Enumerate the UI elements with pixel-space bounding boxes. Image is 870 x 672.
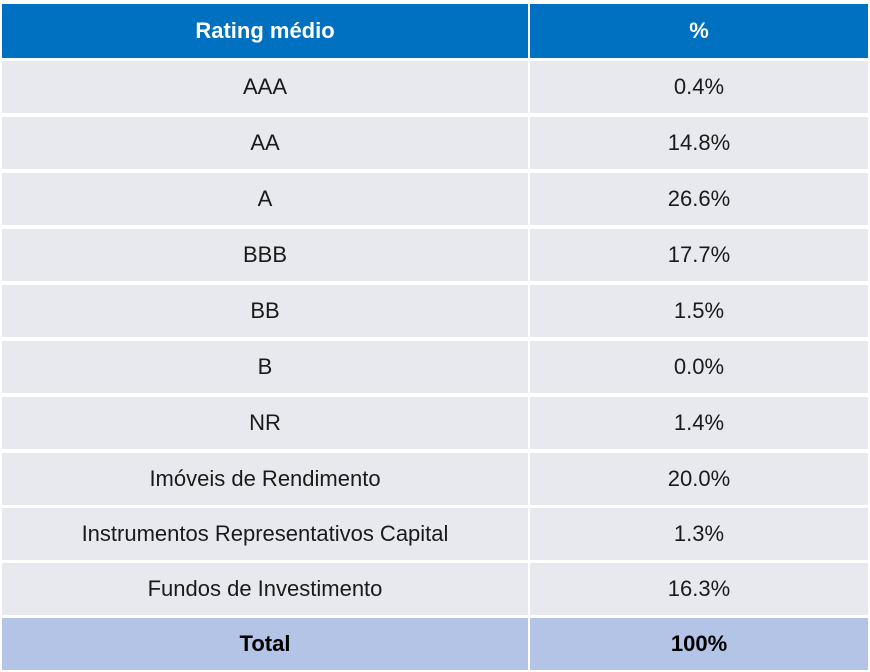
percent-cell: 16.3% (530, 563, 868, 615)
header-percent: % (530, 4, 868, 58)
rating-cell: Fundos de Investimento (2, 563, 530, 615)
percent-cell: 17.7% (530, 229, 868, 281)
percent-cell: 1.3% (530, 508, 868, 560)
rating-cell: AA (2, 117, 530, 169)
table-row: AA 14.8% (0, 117, 870, 169)
rating-cell: AAA (2, 61, 530, 113)
rating-cell: A (2, 173, 530, 225)
total-label: Total (2, 618, 530, 670)
table-row: Fundos de Investimento 16.3% (0, 563, 870, 615)
percent-cell: 14.8% (530, 117, 868, 169)
percent-cell: 0.0% (530, 341, 868, 393)
table-row: AAA 0.4% (0, 61, 870, 113)
table-row: A 26.6% (0, 173, 870, 225)
rating-cell: Instrumentos Representativos Capital (2, 508, 530, 560)
rating-cell: B (2, 341, 530, 393)
table-row: NR 1.4% (0, 397, 870, 449)
table-row: B 0.0% (0, 341, 870, 393)
table-row: Instrumentos Representativos Capital 1.3… (0, 508, 870, 560)
total-value: 100% (530, 618, 868, 670)
rating-cell: BBB (2, 229, 530, 281)
rating-cell: BB (2, 285, 530, 337)
percent-cell: 26.6% (530, 173, 868, 225)
table-row: BBB 17.7% (0, 229, 870, 281)
table-header-row: Rating médio % (0, 4, 870, 58)
percent-cell: 0.4% (530, 61, 868, 113)
rating-cell: Imóveis de Rendimento (2, 453, 530, 505)
percent-cell: 20.0% (530, 453, 868, 505)
header-rating-medio: Rating médio (2, 4, 530, 58)
percent-cell: 1.4% (530, 397, 868, 449)
table-total-row: Total 100% (0, 618, 870, 670)
rating-cell: NR (2, 397, 530, 449)
percent-cell: 1.5% (530, 285, 868, 337)
table-row: BB 1.5% (0, 285, 870, 337)
table-row: Imóveis de Rendimento 20.0% (0, 453, 870, 505)
